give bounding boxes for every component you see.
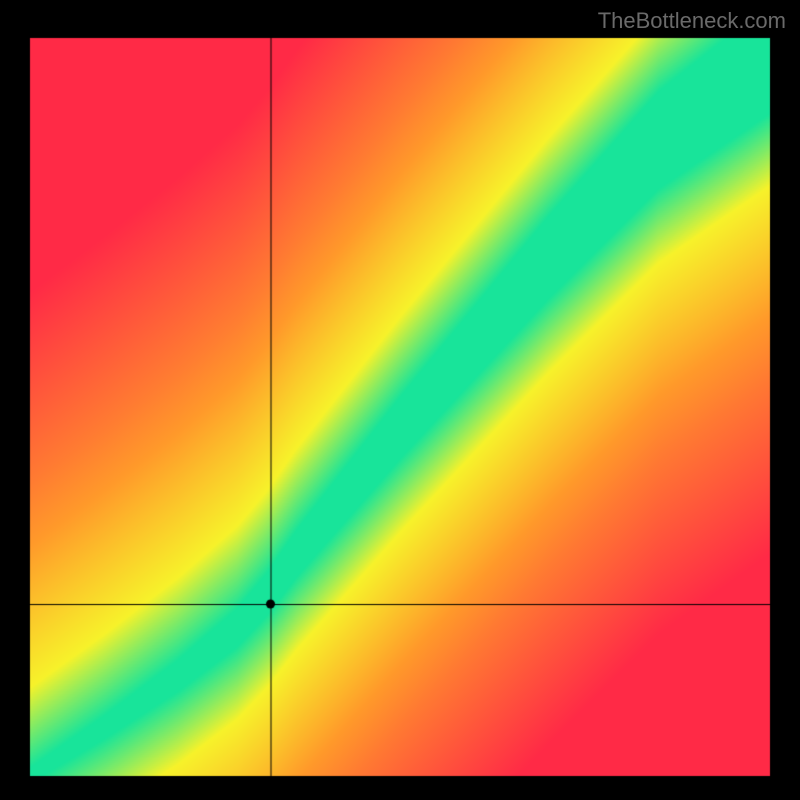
chart-container: TheBottleneck.com [0, 0, 800, 800]
watermark-text: TheBottleneck.com [598, 8, 786, 34]
heatmap-canvas [0, 0, 800, 800]
